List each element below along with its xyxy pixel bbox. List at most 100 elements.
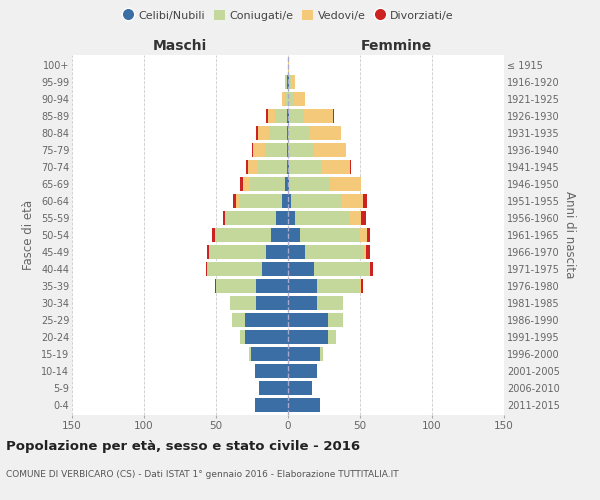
Bar	[288, 364, 317, 378]
Bar	[360, 278, 361, 293]
Bar	[224, 211, 226, 225]
Text: COMUNE DI VERBICARO (CS) - Dati ISTAT 1° gennaio 2016 - Elaborazione TUTTITALIA.: COMUNE DI VERBICARO (CS) - Dati ISTAT 1°…	[6, 470, 398, 479]
Bar	[226, 211, 277, 225]
Bar	[246, 160, 248, 174]
Bar	[288, 296, 317, 310]
Bar	[320, 346, 323, 361]
Bar	[266, 109, 268, 124]
Bar	[288, 278, 317, 293]
Bar	[258, 126, 269, 140]
Bar	[289, 177, 330, 192]
Bar	[288, 109, 289, 124]
Bar	[288, 126, 310, 140]
Bar	[215, 228, 216, 242]
Bar	[310, 126, 341, 140]
Bar	[288, 143, 314, 158]
Bar	[288, 194, 291, 208]
Bar	[366, 245, 370, 259]
Bar	[251, 346, 288, 361]
Bar	[321, 160, 350, 174]
Bar	[266, 245, 288, 259]
Bar	[291, 75, 295, 90]
Bar	[253, 143, 265, 158]
Bar	[230, 296, 256, 310]
Bar	[288, 160, 289, 174]
Bar	[258, 160, 287, 174]
Bar	[288, 211, 295, 225]
Bar	[275, 109, 287, 124]
Bar	[256, 278, 288, 293]
Bar	[288, 177, 289, 192]
Bar	[288, 92, 294, 106]
Bar	[223, 211, 224, 225]
Bar	[232, 312, 245, 327]
Bar	[209, 245, 266, 259]
Bar	[288, 245, 305, 259]
Bar	[256, 126, 258, 140]
Bar	[363, 245, 366, 259]
Bar	[248, 160, 258, 174]
Bar	[288, 75, 289, 90]
Bar	[241, 330, 245, 344]
Bar	[244, 177, 249, 192]
Bar	[268, 109, 275, 124]
Bar	[291, 194, 341, 208]
Bar	[285, 92, 288, 106]
Bar	[216, 278, 256, 293]
Bar	[249, 346, 251, 361]
Bar	[341, 194, 363, 208]
Bar	[299, 228, 360, 242]
Bar	[370, 262, 373, 276]
Bar	[288, 380, 313, 395]
Bar	[256, 296, 288, 310]
Bar	[206, 262, 208, 276]
Bar	[288, 228, 299, 242]
Bar	[269, 126, 287, 140]
Bar	[289, 75, 291, 90]
Bar	[282, 194, 288, 208]
Bar	[368, 262, 370, 276]
Bar	[262, 262, 288, 276]
Bar	[289, 160, 321, 174]
Bar	[252, 143, 253, 158]
Text: Popolazione per età, sesso e stato civile - 2016: Popolazione per età, sesso e stato civil…	[6, 440, 360, 453]
Bar	[287, 143, 288, 158]
Bar	[245, 330, 288, 344]
Text: Maschi: Maschi	[153, 40, 207, 54]
Bar	[265, 143, 287, 158]
Bar	[363, 194, 367, 208]
Bar	[330, 177, 361, 192]
Bar	[289, 109, 304, 124]
Bar	[249, 177, 285, 192]
Bar	[350, 211, 361, 225]
Bar	[259, 380, 288, 395]
Bar	[361, 211, 366, 225]
Bar	[288, 398, 320, 412]
Bar	[239, 194, 282, 208]
Bar	[208, 245, 209, 259]
Bar	[332, 109, 334, 124]
Bar	[305, 245, 363, 259]
Bar	[233, 194, 236, 208]
Bar	[314, 143, 346, 158]
Legend: Celibi/Nubili, Coniugati/e, Vedovi/e, Divorziati/e: Celibi/Nubili, Coniugati/e, Vedovi/e, Di…	[118, 6, 458, 25]
Bar	[288, 312, 328, 327]
Bar	[287, 160, 288, 174]
Bar	[288, 262, 314, 276]
Bar	[294, 92, 305, 106]
Bar	[328, 330, 335, 344]
Bar	[287, 126, 288, 140]
Y-axis label: Anni di nascita: Anni di nascita	[563, 192, 577, 278]
Bar	[288, 346, 320, 361]
Bar	[245, 312, 288, 327]
Text: Femmine: Femmine	[361, 40, 431, 54]
Bar	[360, 228, 367, 242]
Bar	[271, 228, 288, 242]
Bar	[304, 109, 332, 124]
Y-axis label: Fasce di età: Fasce di età	[22, 200, 35, 270]
Bar	[288, 330, 328, 344]
Bar	[328, 312, 343, 327]
Bar	[208, 262, 262, 276]
Bar	[287, 75, 288, 90]
Bar	[317, 278, 360, 293]
